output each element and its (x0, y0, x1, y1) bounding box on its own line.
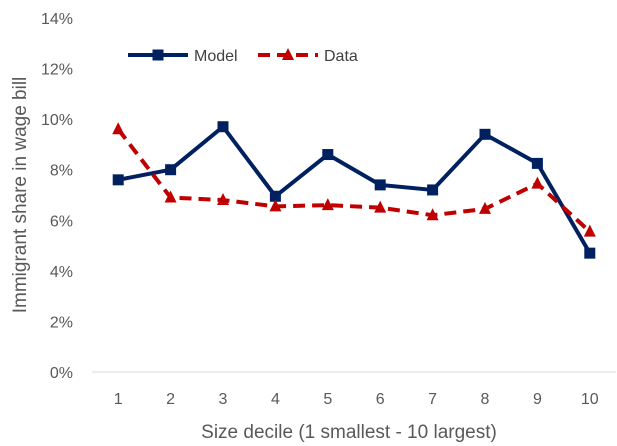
y-tick-label: 8% (50, 163, 73, 180)
legend-item-model: Model (128, 48, 238, 65)
y-tick-label: 14% (41, 11, 73, 28)
x-tick-label: 5 (323, 391, 332, 408)
legend-item-data: Data (258, 48, 358, 65)
data-point (321, 198, 334, 211)
data-point (217, 193, 229, 206)
y-tick-label: 2% (50, 314, 73, 331)
data-point (217, 121, 229, 133)
data-point (322, 149, 334, 161)
x-tick-label: 10 (581, 391, 599, 408)
data-point (479, 201, 491, 214)
data-point (374, 179, 386, 191)
x-tick-label: 7 (428, 391, 437, 408)
data-point (165, 164, 177, 176)
data-point (112, 174, 124, 186)
data-point (427, 184, 439, 196)
y-tick-label: 10% (41, 112, 73, 129)
data-point (426, 208, 439, 221)
data-point (479, 128, 491, 140)
y-tick-label: 4% (50, 264, 73, 281)
y-axis-ticks: 0% 2% 4% 6% 8% 10% 12% 14% (41, 11, 73, 382)
data-point (269, 190, 281, 202)
legend-marker (152, 49, 164, 61)
x-tick-label: 9 (533, 391, 542, 408)
x-tick-label: 6 (376, 391, 385, 408)
y-tick-label: 12% (41, 62, 73, 79)
x-axis-ticks: 1 2 3 4 5 6 7 8 9 10 (114, 391, 599, 408)
series-data (112, 122, 596, 237)
legend-label: Data (324, 48, 358, 65)
x-axis-title: Size decile (1 smallest - 10 largest) (201, 422, 497, 443)
data-point (584, 247, 596, 259)
legend: Model Data (128, 48, 358, 65)
data-point (112, 122, 125, 135)
y-tick-label: 0% (50, 365, 73, 382)
x-tick-label: 1 (114, 391, 123, 408)
x-tick-label: 8 (481, 391, 490, 408)
x-tick-label: 2 (166, 391, 175, 408)
x-tick-label: 4 (271, 391, 280, 408)
legend-marker (282, 48, 294, 60)
x-tick-label: 3 (219, 391, 228, 408)
y-tick-label: 6% (50, 213, 73, 230)
series-line-model (117, 124, 592, 255)
data-point (531, 157, 543, 169)
data-point (374, 200, 387, 213)
data-point (531, 176, 544, 189)
series-line-data (116, 128, 592, 234)
series-model (112, 121, 596, 259)
series-layer (112, 121, 596, 259)
data-point (583, 224, 596, 237)
legend-label: Model (194, 48, 238, 65)
y-axis-title: Immigrant share in wage bill (10, 77, 31, 314)
data-point (164, 190, 177, 203)
data-point (269, 199, 282, 212)
